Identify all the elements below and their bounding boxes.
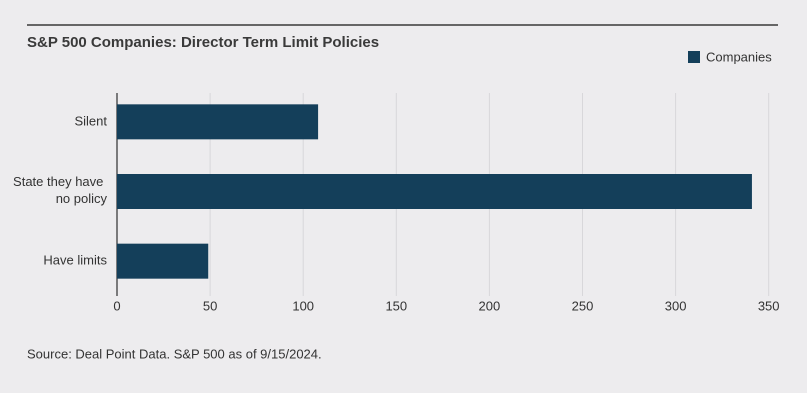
- legend-swatch: [688, 51, 700, 63]
- x-tick-label: 0: [113, 298, 120, 313]
- y-tick-label: Have limits: [43, 253, 107, 268]
- chart-title: S&P 500 Companies: Director Term Limit P…: [27, 34, 379, 51]
- x-tick-label: 350: [758, 298, 780, 313]
- y-tick-label: Silent: [74, 113, 107, 128]
- x-tick-label: 50: [203, 298, 217, 313]
- x-tick-label: 200: [479, 298, 501, 313]
- x-tick-label: 300: [665, 298, 687, 313]
- legend-label: Companies: [706, 49, 772, 64]
- bar: [117, 104, 319, 140]
- bar: [117, 243, 209, 279]
- x-tick-label: 250: [572, 298, 594, 313]
- bar: [117, 174, 752, 209]
- x-tick-label: 150: [385, 298, 407, 313]
- y-tick-label: State they have no policy: [13, 174, 107, 206]
- source-note: Source: Deal Point Data. S&P 500 as of 9…: [27, 346, 322, 361]
- x-tick-label: 100: [292, 298, 314, 313]
